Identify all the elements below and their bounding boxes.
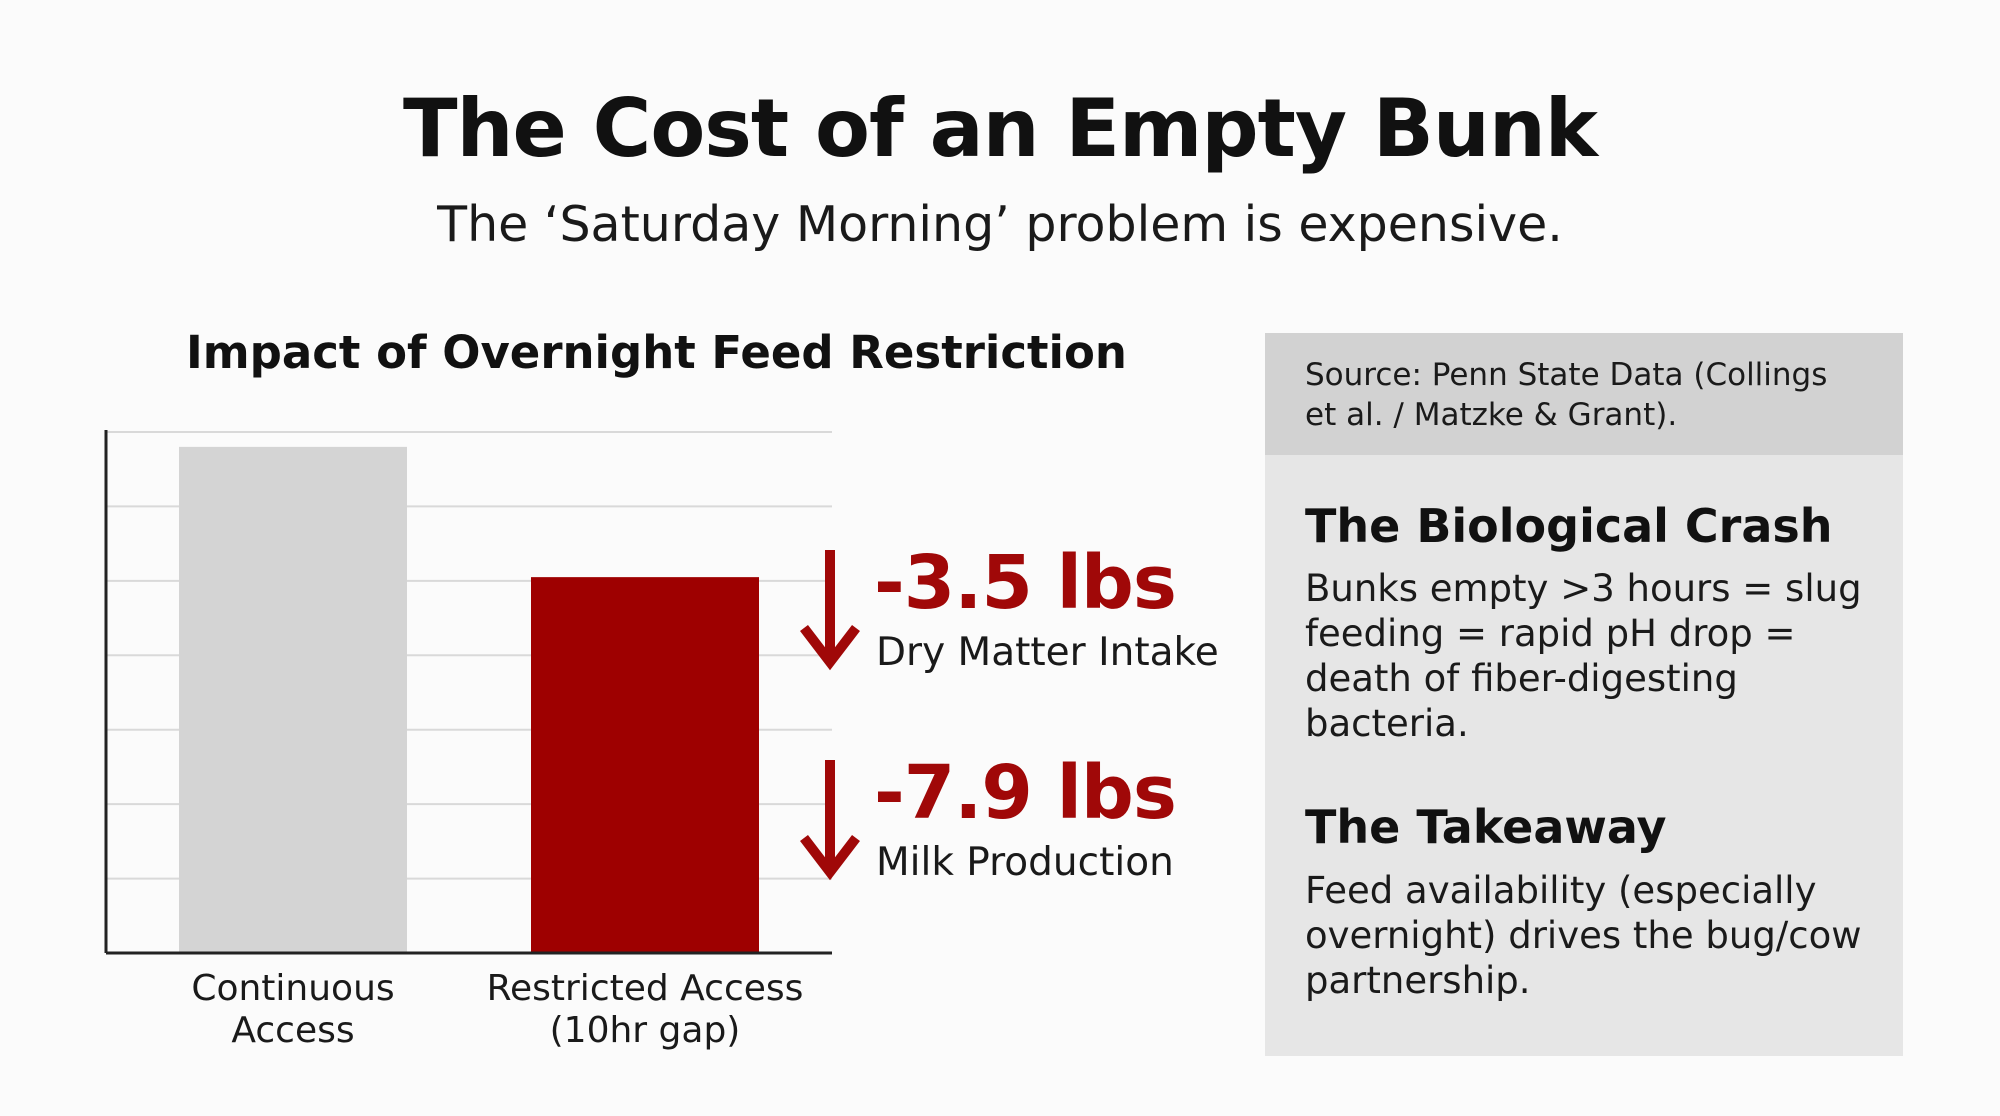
milk-production-delta: -7.9 lbs Milk Production (800, 750, 1240, 910)
takeaway-body: Feed availability (especially overnight)… (1305, 869, 1862, 1002)
biological-crash-heading: The Biological Crash (1305, 499, 1833, 553)
chart-title: Impact of Overnight Feed Restriction (186, 326, 1127, 379)
x-tick-label-continuous: Continuous Access (163, 968, 423, 1052)
bar-restricted-access (531, 577, 759, 953)
source-citation: Source: Penn State Data (Collings et al.… (1265, 333, 1903, 455)
dry-matter-delta-label: Dry Matter Intake (876, 630, 1219, 675)
biological-crash-body: Bunks empty >3 hours = slug feeding = ra… (1305, 567, 1862, 745)
slide-subtitle: The ‘Saturday Morning’ problem is expens… (437, 196, 1563, 253)
x-tick-label-line: (10hr gap) (549, 1010, 741, 1051)
side-panel: Source: Penn State Data (Collings et al.… (1265, 333, 1903, 1056)
down-arrow-icon (800, 550, 860, 671)
x-tick-label-restricted: Restricted Access (10hr gap) (470, 968, 820, 1052)
milk-production-delta-value: -7.9 lbs (874, 750, 1177, 836)
dry-matter-delta: -3.5 lbs Dry Matter Intake (800, 540, 1240, 700)
takeaway-heading: The Takeaway (1305, 800, 1667, 854)
x-tick-label-line: Access (231, 1010, 355, 1051)
x-tick-label-line: Continuous (191, 968, 395, 1009)
dry-matter-delta-value: -3.5 lbs (874, 540, 1177, 626)
bar-continuous-access (179, 446, 407, 953)
down-arrow-icon (800, 760, 860, 881)
milk-production-delta-label: Milk Production (876, 840, 1174, 885)
slide-title: The Cost of an Empty Bunk (402, 82, 1598, 175)
x-tick-label-line: Restricted Access (486, 968, 804, 1009)
